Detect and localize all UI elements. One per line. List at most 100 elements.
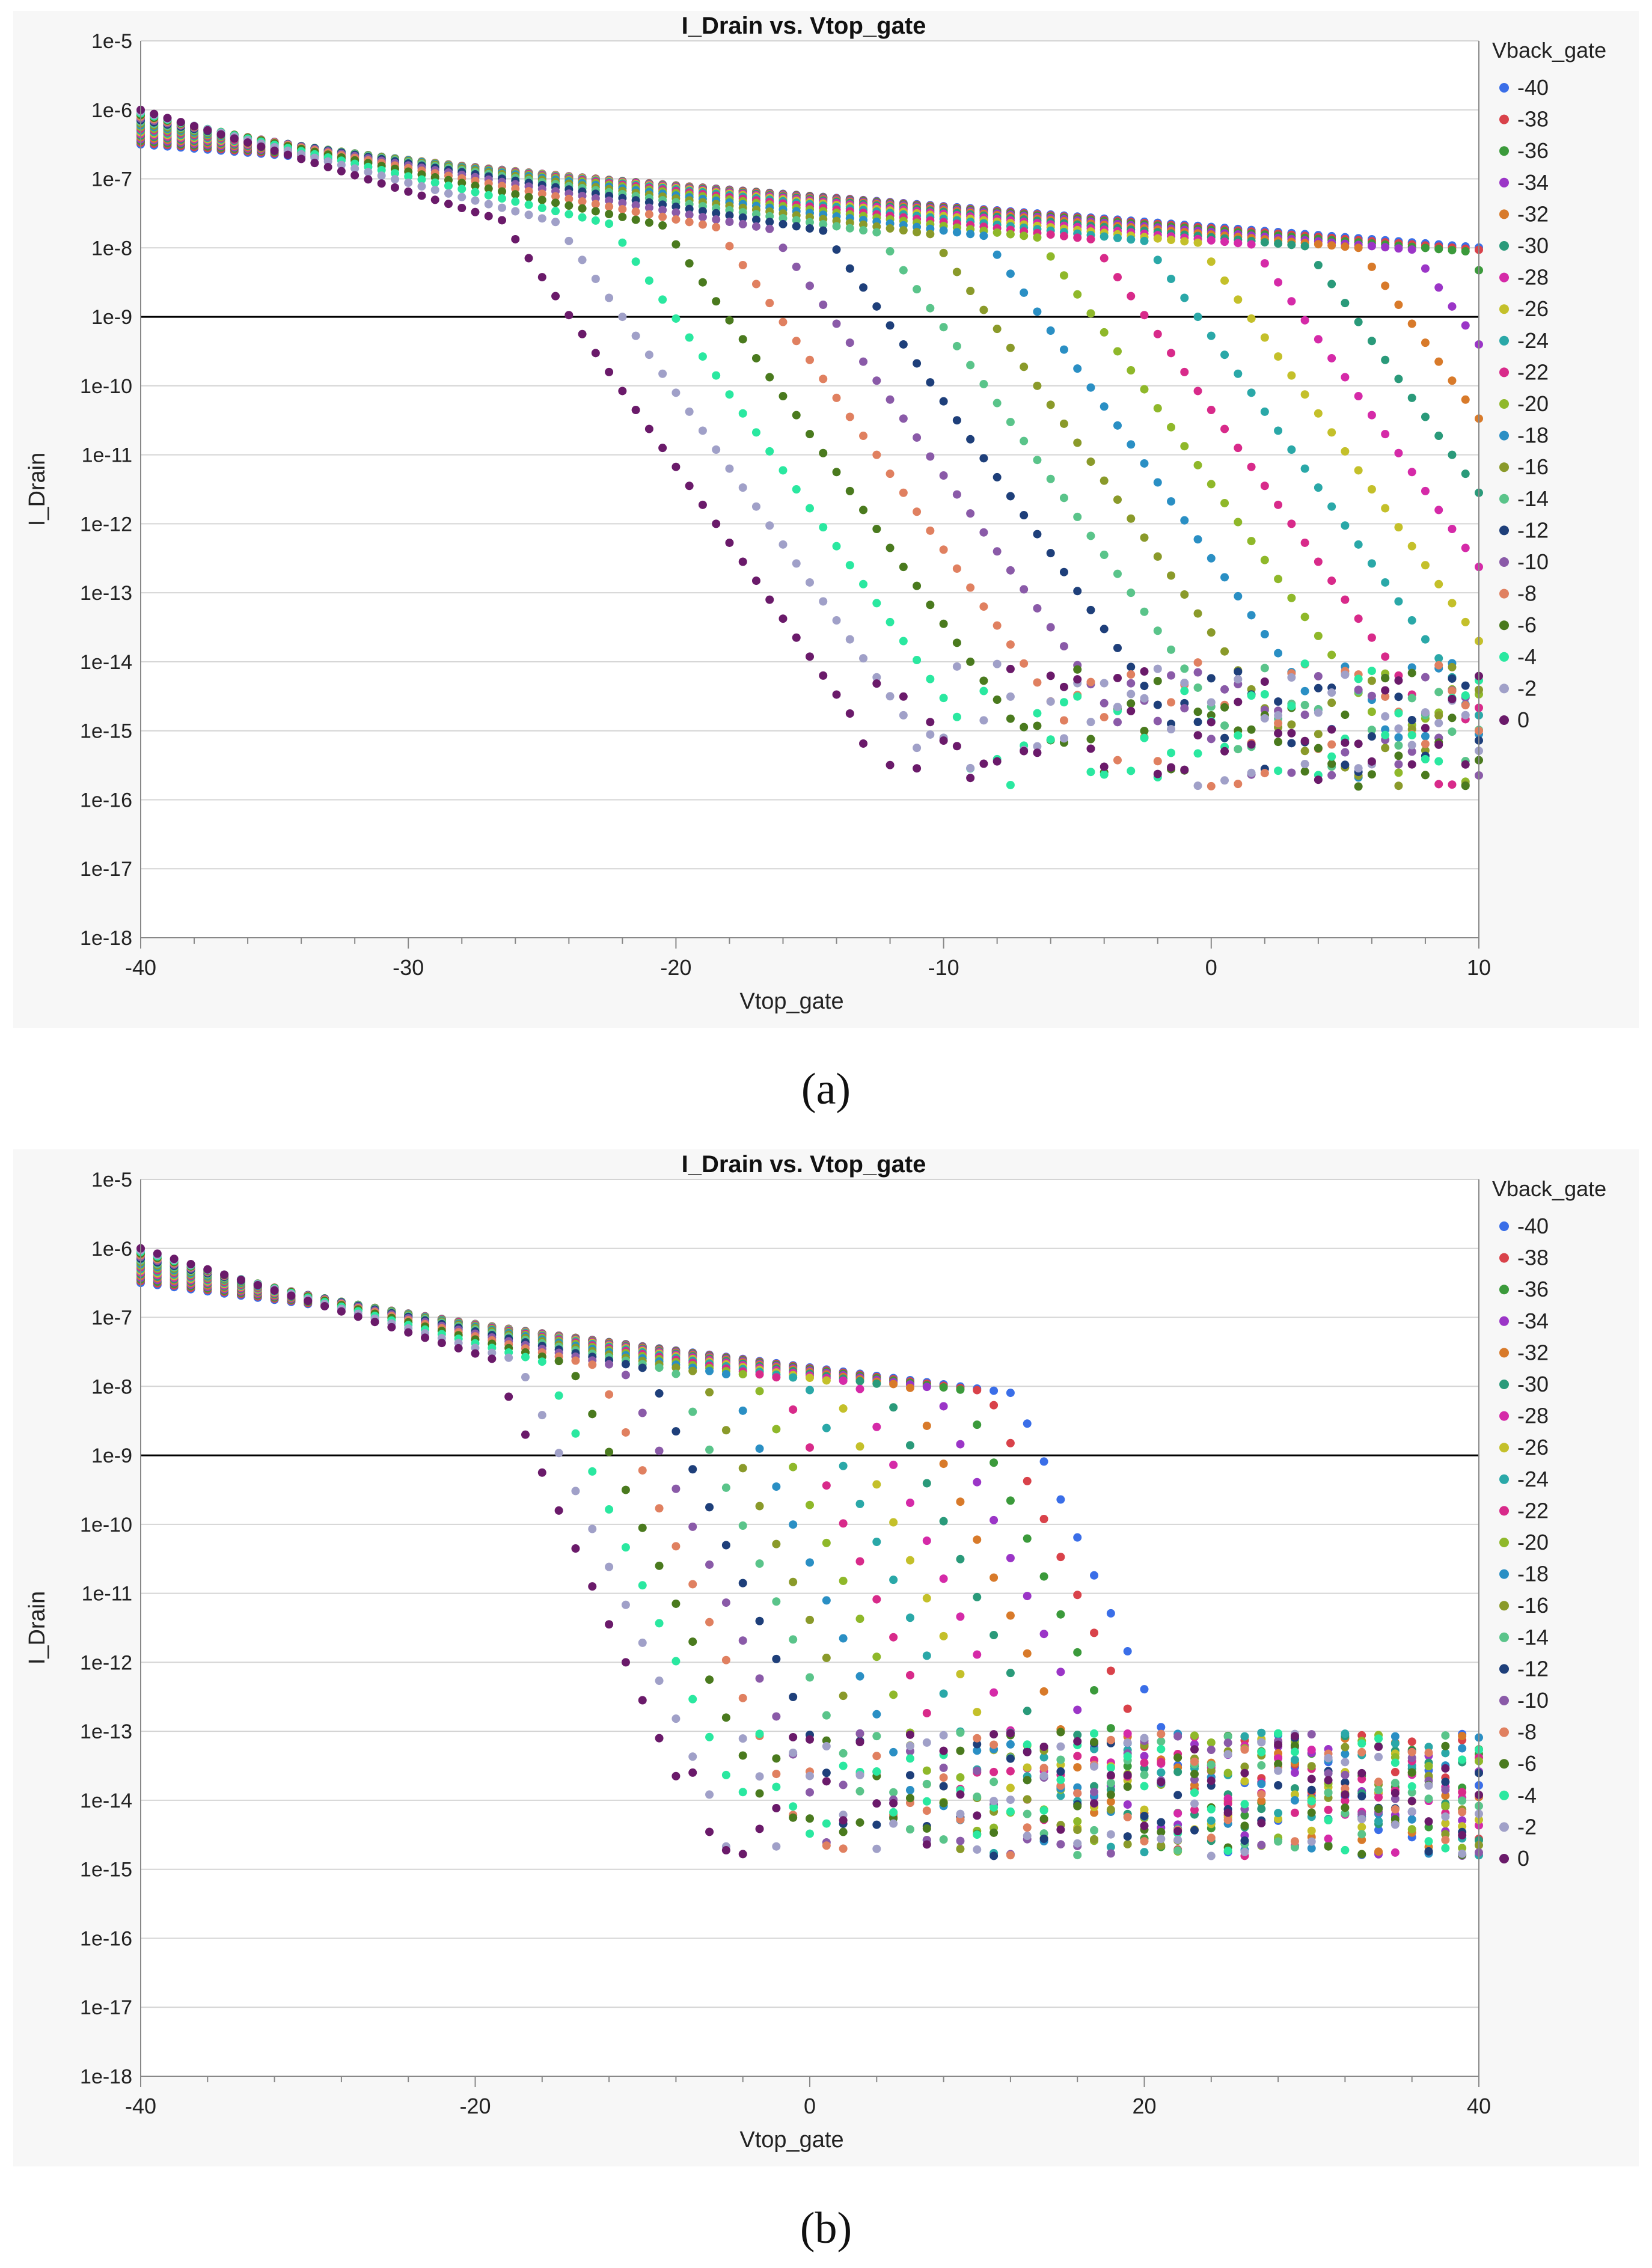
data-point [1173,1809,1182,1818]
data-point [779,540,788,549]
data-point [243,138,252,147]
data-point [952,267,961,277]
data-point [672,462,681,471]
data-point [1106,1830,1115,1839]
data-point [1223,1738,1232,1747]
x-axis-label: Vtop_gate [739,2127,843,2153]
data-point [859,357,868,366]
data-point [979,676,988,685]
data-point [1327,576,1336,585]
data-point [1274,575,1283,584]
data-point [1434,688,1443,697]
data-point [1441,1785,1450,1794]
legend-marker [1499,620,1509,631]
data-point [956,1844,965,1853]
scatter-plot-a: 1e-5 1e-6 1e-7 1e-8 1e-9 1e-10 1e-11 1e-12 1e-13… [25,13,1606,1014]
data-point [605,367,614,376]
data-point [779,219,788,228]
data-point [1086,457,1095,466]
data-point [457,192,467,201]
data-point [1394,724,1403,733]
legend-marker [1499,1474,1509,1484]
data-point [789,1520,798,1529]
data-point [1153,769,1162,778]
data-point [1059,716,1068,725]
data-point [1287,720,1296,729]
data-point [1448,302,1457,311]
data-point [1059,231,1068,240]
data-point [1220,776,1229,785]
data-point [1394,781,1403,790]
data-point [872,1752,881,1761]
legend-label: -16 [1517,1593,1549,1618]
data-point [712,222,721,231]
data-point [430,185,439,194]
y-tick-label: 1e-10 [80,375,132,398]
data-point [1207,1738,1216,1747]
data-point [1207,257,1216,266]
data-point [1407,715,1416,724]
data-point [1424,1847,1433,1856]
data-point [738,1751,747,1760]
data-point [832,222,841,231]
data-point [1123,1832,1132,1841]
data-point [1020,288,1029,297]
data-point [537,203,546,212]
data-point [725,218,734,227]
data-point [605,1360,614,1369]
data-point [1424,1748,1433,1757]
data-point [1127,440,1136,449]
data-point [621,1371,630,1380]
data-point [789,1635,798,1644]
data-point [886,224,895,233]
data-point [939,694,948,703]
data-point [524,210,533,219]
data-point [1394,244,1403,253]
data-point [571,1429,580,1438]
data-point [1381,243,1390,252]
data-point [672,1427,681,1436]
data-point [1274,500,1283,509]
data-point [1100,713,1109,722]
data-point [1167,274,1176,283]
data-point [889,1799,898,1808]
data-point [484,200,493,209]
data-point [721,1426,730,1435]
data-point [537,214,546,223]
data-point [1260,407,1269,416]
data-point [537,1411,546,1420]
data-point [779,317,788,326]
data-point [1290,1741,1299,1750]
data-point [1441,1791,1450,1800]
data-point [926,718,935,727]
data-point [297,154,306,164]
data-point [1039,1687,1048,1696]
data-point [1086,744,1095,753]
data-point [721,1770,730,1779]
data-point [1441,1812,1450,1821]
data-point [672,388,681,397]
data-point [819,597,828,606]
data-point [1223,1768,1232,1777]
data-point [1006,1729,1015,1738]
legend-title: Vback_gate [1492,38,1606,63]
data-point [1367,242,1376,251]
data-point [738,1579,747,1588]
data-point [926,526,935,535]
legend-label: -20 [1517,391,1549,416]
data-point [537,273,546,282]
legend-label: -2 [1517,676,1537,700]
data-point [905,1441,914,1450]
data-point [672,1599,681,1608]
data-point [1247,725,1256,734]
data-point [1020,362,1029,371]
data-point [1367,757,1376,766]
data-point [1458,1808,1467,1817]
data-point [1140,1805,1149,1814]
data-point [905,1786,914,1795]
legend-label: -18 [1517,423,1549,448]
data-point [1354,466,1363,475]
data-point [1240,1777,1249,1786]
data-point [1123,1647,1132,1656]
data-point [1274,649,1283,658]
